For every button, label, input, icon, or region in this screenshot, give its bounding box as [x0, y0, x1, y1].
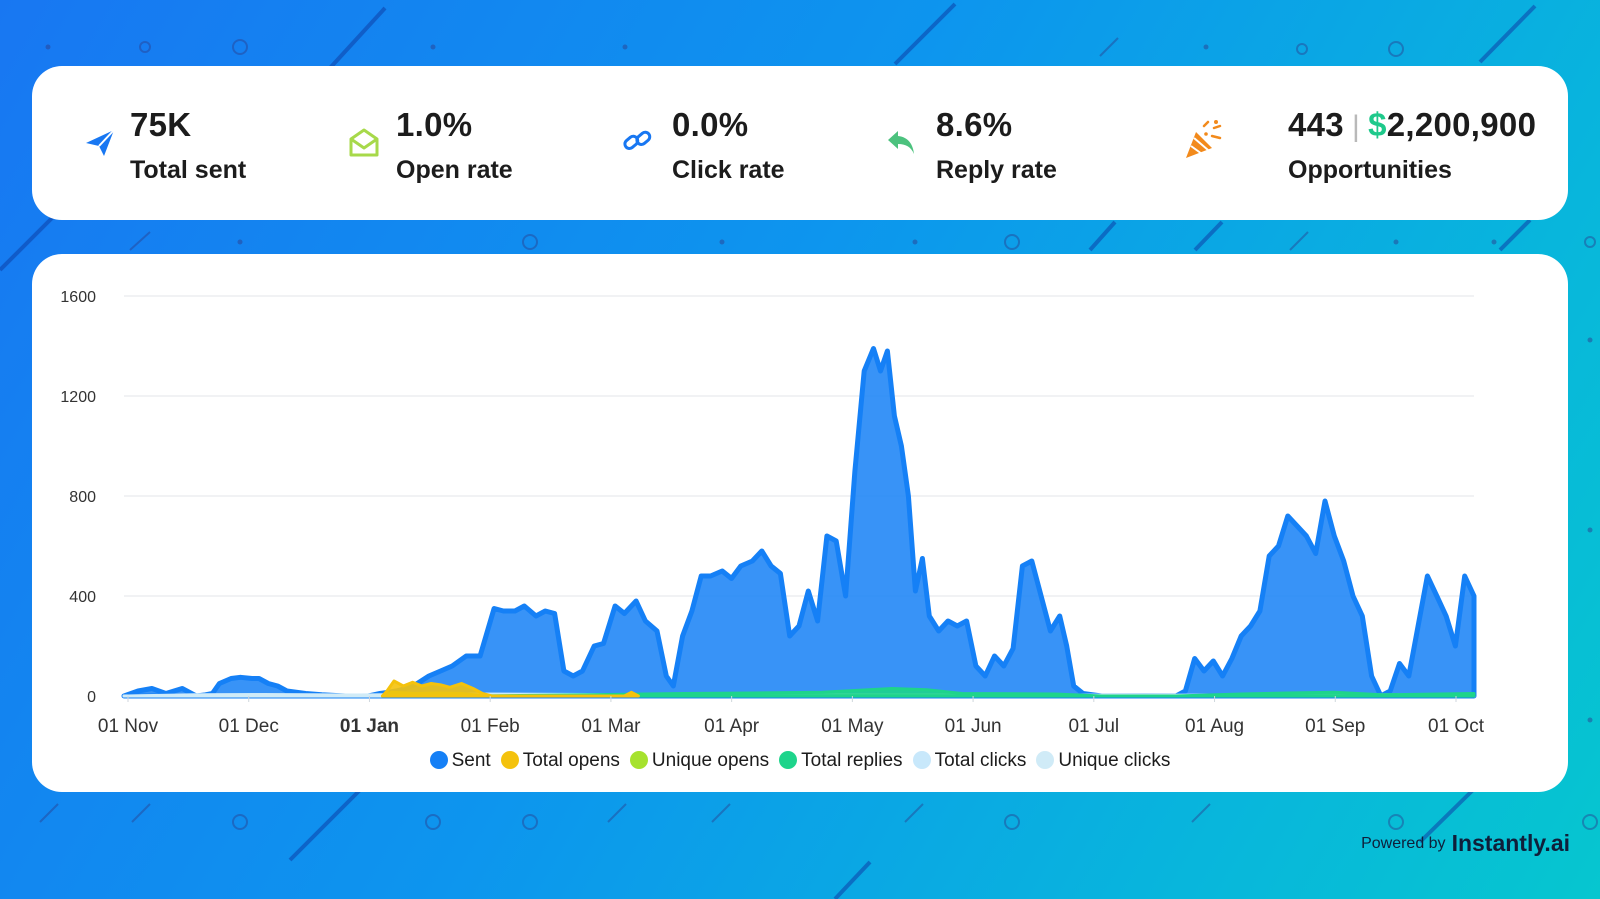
open-rate-label: Open rate [396, 156, 513, 184]
legend-swatch [912, 751, 931, 769]
reply-rate-label: Reply rate [936, 156, 1057, 184]
x-tick-label: 01 Mar [581, 716, 641, 737]
reply-arrow-icon [888, 131, 914, 154]
x-tick-label: 01 May [821, 716, 884, 737]
opportunities-amount: 2,200,900 [1386, 106, 1537, 143]
powered-by-prefix: Powered by [1361, 835, 1446, 852]
x-tick-label: 01 Sep [1305, 716, 1365, 737]
legend-label: Unique opens [651, 750, 770, 771]
x-tick-label: 01 Nov [98, 716, 159, 737]
sent-area-chart: 0 400 800 1200 1600 01 Nov 01 Dec 01 Jan 01 Feb… [60, 289, 1485, 737]
click-rate-value: 0.0% [672, 106, 749, 143]
legend-item-total-replies[interactable]: Total replies [779, 750, 903, 772]
brand-logo-text: Instantly.ai [1451, 830, 1570, 856]
legend-label: Total opens [522, 750, 620, 771]
y-axis: 0 400 800 1200 1600 [60, 289, 96, 706]
total-sent-label: Total sent [130, 156, 247, 184]
x-tick-label: 01 Jun [945, 716, 1002, 737]
legend-swatch [429, 751, 448, 769]
x-tick-label: 01 Dec [219, 716, 279, 737]
x-tick-label: 01 Oct [1428, 716, 1485, 737]
x-tick-label: 01 Jul [1068, 716, 1119, 737]
legend-item-total-opens[interactable]: Total opens [500, 750, 620, 772]
y-tick-label: 1200 [60, 389, 96, 406]
y-tick-label: 1600 [60, 289, 96, 306]
opportunities-label: Opportunities [1288, 156, 1452, 184]
total-sent-value: 75K [130, 106, 192, 143]
legend-swatch [1036, 751, 1055, 769]
legend-item-sent[interactable]: Sent [429, 750, 491, 772]
y-tick-label: 400 [69, 589, 96, 606]
legend-swatch [500, 751, 519, 769]
stats-card: 75K Total sent 1.0% Open rate 0.0% Click… [32, 66, 1568, 220]
x-tick-label: 01 Feb [461, 716, 520, 737]
legend-label: Total replies [801, 750, 903, 771]
party-popper-icon [1186, 120, 1222, 158]
x-tick-label: 01 Apr [704, 716, 760, 737]
legend-swatch [779, 751, 798, 769]
chart-card: 0 400 800 1200 1600 01 Nov 01 Dec 01 Jan 01 Feb… [32, 254, 1568, 792]
opportunities-count: 443 [1288, 106, 1344, 143]
value-separator: | [1351, 110, 1361, 143]
x-tick-label: 01 Aug [1185, 716, 1244, 737]
click-rate-label: Click rate [672, 156, 785, 184]
y-tick-label: 0 [87, 689, 96, 706]
powered-by: Powered by Instantly.ai [1361, 830, 1570, 857]
legend-label: Total clicks [934, 750, 1027, 771]
x-axis: 01 Nov 01 Dec 01 Jan 01 Feb 01 Mar 01 Apr 01 M… [98, 696, 1485, 737]
legend-item-unique-clicks[interactable]: Unique clicks [1036, 750, 1170, 772]
legend-label: Unique clicks [1058, 750, 1171, 771]
legend-swatch [629, 751, 648, 769]
link-icon [623, 130, 652, 150]
series-total-replies-area [471, 687, 1476, 698]
legend-item-unique-opens[interactable]: Unique opens [629, 750, 770, 772]
series-total-opens-area [380, 679, 640, 698]
open-envelope-icon [349, 128, 379, 157]
reply-rate-value: 8.6% [936, 106, 1013, 143]
open-rate-value: 1.0% [396, 106, 473, 143]
chart-legend: Sent Total opens Unique opens Total replies… [32, 750, 1568, 772]
series-sent-area [121, 346, 1477, 699]
opportunities-value: 443 | $2,200,900 [1288, 106, 1536, 144]
currency-sign: $ [1368, 106, 1387, 143]
legend-item-total-clicks[interactable]: Total clicks [912, 750, 1027, 772]
legend-label: Sent [451, 750, 491, 771]
paper-plane-icon [86, 129, 115, 156]
x-tick-label: 01 Jan [340, 716, 399, 737]
series-layer [121, 346, 1477, 699]
y-tick-label: 800 [69, 489, 96, 506]
